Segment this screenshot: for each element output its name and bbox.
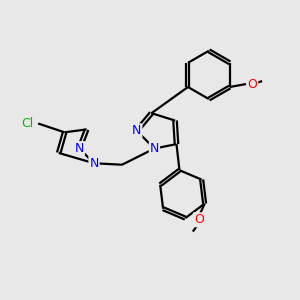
Text: O: O: [248, 77, 257, 91]
Text: O: O: [194, 213, 204, 226]
Text: Cl: Cl: [21, 117, 34, 130]
Text: N: N: [75, 142, 84, 155]
Text: N: N: [132, 124, 141, 137]
Text: N: N: [89, 157, 99, 170]
Text: N: N: [150, 142, 159, 155]
